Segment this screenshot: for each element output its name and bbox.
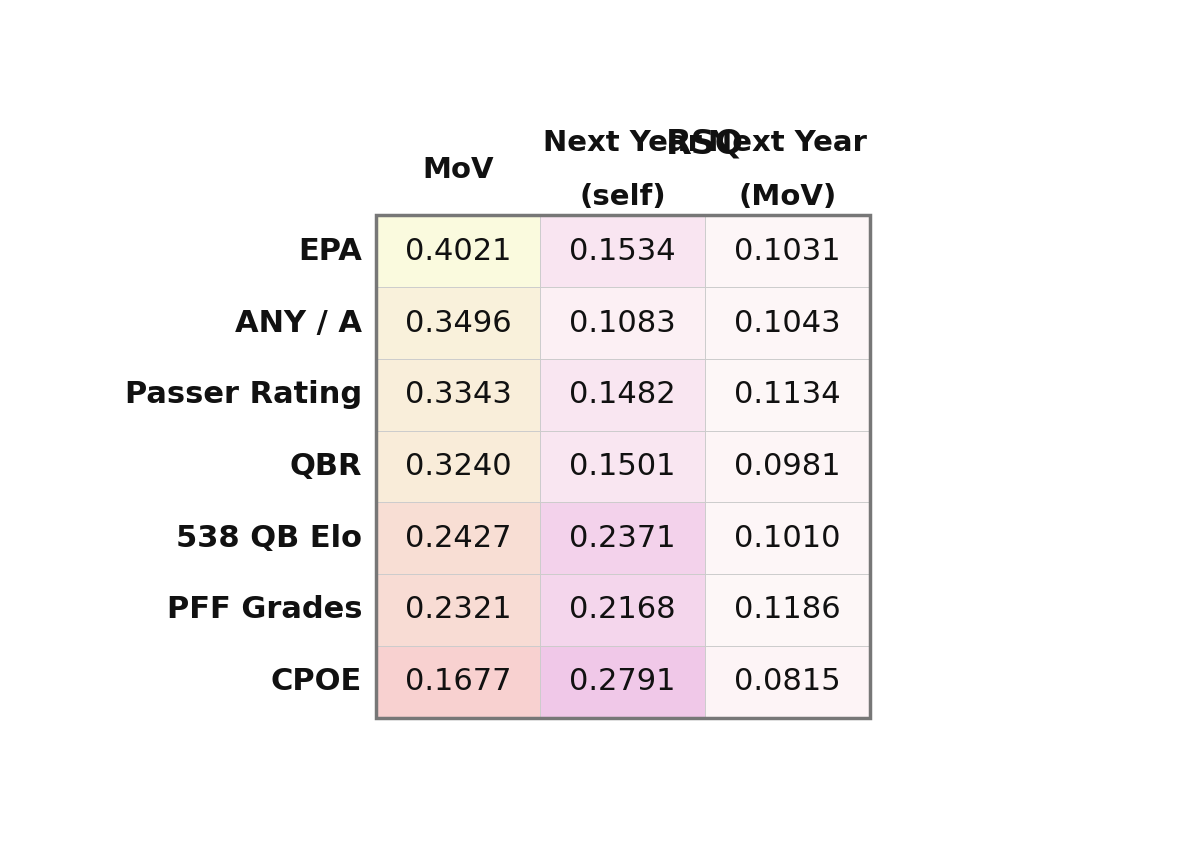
Text: 0.1043: 0.1043 (734, 309, 841, 338)
Text: 0.1534: 0.1534 (569, 237, 676, 266)
Text: ANY / A: ANY / A (236, 309, 362, 338)
Text: RSQ: RSQ (666, 128, 744, 161)
Text: (self): (self) (580, 183, 666, 212)
Text: 0.0981: 0.0981 (734, 452, 841, 481)
Text: 0.3496: 0.3496 (405, 309, 511, 338)
Text: CPOE: CPOE (271, 667, 362, 696)
Text: 0.1482: 0.1482 (569, 381, 676, 409)
Text: MoV: MoV (423, 156, 494, 184)
Text: 0.2427: 0.2427 (405, 524, 511, 552)
Text: 0.2371: 0.2371 (569, 524, 676, 552)
Text: 0.3240: 0.3240 (405, 452, 511, 481)
Text: QBR: QBR (290, 452, 362, 481)
Text: 0.1677: 0.1677 (405, 667, 511, 696)
Text: 0.4021: 0.4021 (405, 237, 511, 266)
Text: Passer Rating: Passer Rating (125, 381, 362, 409)
Text: 0.1186: 0.1186 (734, 596, 841, 624)
Text: 0.1501: 0.1501 (569, 452, 676, 481)
Text: 0.2321: 0.2321 (405, 596, 511, 624)
Text: 0.1031: 0.1031 (734, 237, 841, 266)
Text: Next Year: Next Year (708, 129, 867, 157)
Text: 0.1083: 0.1083 (569, 309, 676, 338)
Text: 0.3343: 0.3343 (405, 381, 511, 409)
Text: Next Year: Next Year (543, 129, 702, 157)
Text: 0.2791: 0.2791 (569, 667, 676, 696)
Text: (MoV): (MoV) (739, 183, 836, 212)
Text: 538 QB Elo: 538 QB Elo (177, 524, 362, 552)
Text: 0.1010: 0.1010 (734, 524, 841, 552)
Text: PFF Grades: PFF Grades (166, 596, 362, 624)
Text: EPA: EPA (298, 237, 362, 266)
Text: 0.2168: 0.2168 (569, 596, 676, 624)
Text: 0.0815: 0.0815 (734, 667, 841, 696)
Text: 0.1134: 0.1134 (734, 381, 841, 409)
